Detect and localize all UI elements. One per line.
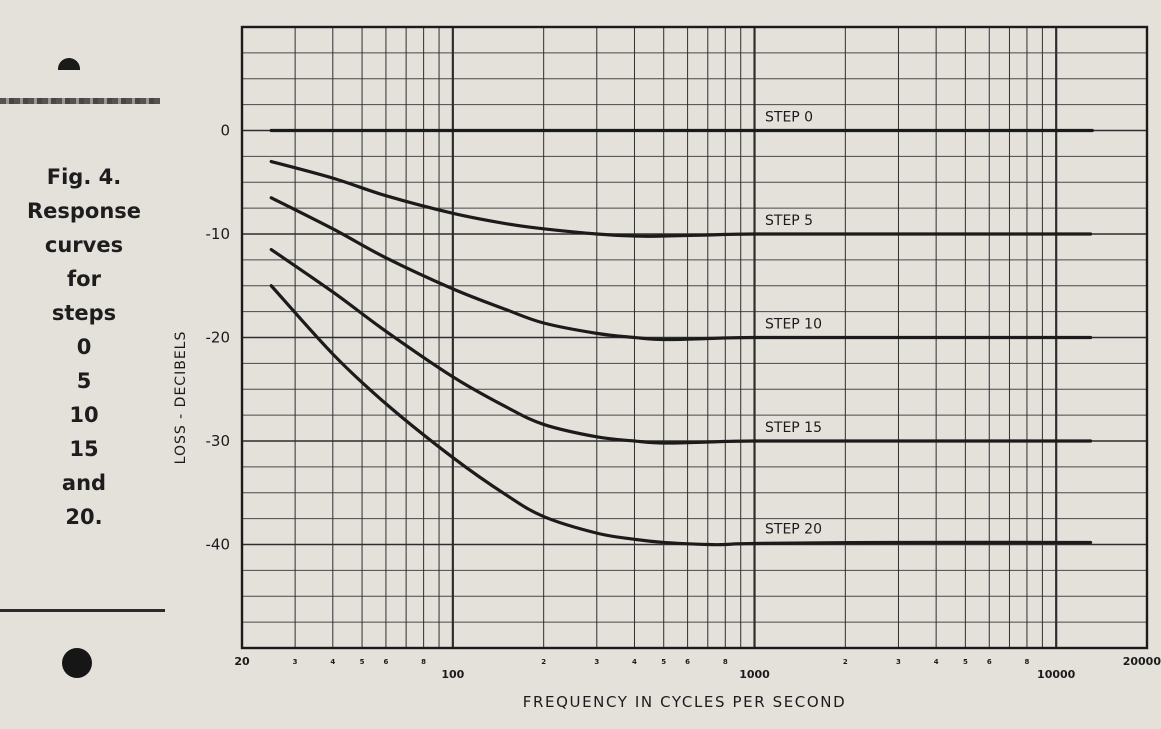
x-tick-label: 3 <box>594 658 599 666</box>
x-tick-label: 3 <box>896 658 901 666</box>
caption-line: curves <box>44 233 124 257</box>
y-tick-label: 0 <box>220 122 230 140</box>
series-line-step-20 <box>269 284 1093 547</box>
caption-line: for <box>67 267 101 291</box>
decorative-rule-bottom <box>0 609 165 612</box>
x-tick-label: 4 <box>632 658 637 666</box>
x-tick-label: 5 <box>963 658 968 666</box>
figure-caption-panel: Fig. 4. Response curves for steps 0 5 10… <box>0 0 170 729</box>
x-tick-label: 8 <box>1025 658 1030 666</box>
series-label: STEP 5 <box>765 213 813 229</box>
y-tick-label: -20 <box>206 329 231 347</box>
x-tick-label: 4 <box>330 658 335 666</box>
caption-line: Fig. 4. <box>46 165 122 189</box>
x-tick-label: 1000 <box>739 668 770 681</box>
caption-line: 5 <box>76 369 92 393</box>
ornament-top <box>58 58 80 70</box>
series-line-step-15 <box>269 247 1093 445</box>
x-tick-label: 2 <box>843 658 848 666</box>
caption-line: and <box>61 471 107 495</box>
x-tick-label: 4 <box>934 658 939 666</box>
x-tick-label: 2 <box>541 658 546 666</box>
caption-line: steps <box>51 301 117 325</box>
series-label: STEP 20 <box>765 521 822 537</box>
x-tick-label: 8 <box>723 658 728 666</box>
series-line-step-5 <box>269 159 1093 238</box>
x-tick-label: 20000 <box>1123 655 1161 668</box>
y-tick-label: -30 <box>206 432 231 450</box>
series-labels: STEP 0 STEP 5 STEP 10 STEP 15 STEP 20 <box>765 110 822 538</box>
x-tick-label: 6 <box>383 658 388 666</box>
plot-frame <box>240 25 1149 650</box>
series-label: STEP 15 <box>765 420 822 436</box>
x-tick-label: 5 <box>360 658 365 666</box>
caption-line: 15 <box>69 437 99 461</box>
series-curves <box>269 128 1094 547</box>
x-tick-label: 20 <box>234 655 250 668</box>
x-tick-labels: 20 3 4 5 6 8 100 2 3 4 5 6 8 1000 2 3 4 5 6 8 10000 20000 <box>234 655 1161 681</box>
x-tick-label: 100 <box>441 668 464 681</box>
x-tick-label: 6 <box>987 658 992 666</box>
x-axis-label: FREQUENCY IN CYCLES PER SECOND <box>523 693 846 711</box>
x-tick-label: 6 <box>685 658 690 666</box>
x-tick-label: 10000 <box>1037 668 1076 681</box>
caption-line: 10 <box>69 403 99 427</box>
series-label: STEP 0 <box>765 110 813 126</box>
y-tick-labels: 0 -10 -20 -30 -40 <box>206 122 231 554</box>
series-label: STEP 10 <box>765 317 822 333</box>
caption-line: 0 <box>76 335 92 359</box>
series-line-step-10 <box>269 196 1093 342</box>
y-tick-label: -40 <box>206 536 231 554</box>
bullet-dot <box>62 648 92 678</box>
x-tick-label: 5 <box>661 658 666 666</box>
x-tick-label: 3 <box>293 658 298 666</box>
y-axis-label: LOSS - DECIBELS <box>173 331 189 465</box>
caption-line: 20. <box>65 505 103 529</box>
y-tick-label: -10 <box>206 225 231 243</box>
decorative-rule-top <box>0 98 160 104</box>
caption-line: Response <box>26 199 142 223</box>
x-tick-label: 8 <box>421 658 426 666</box>
figure-caption: Fig. 4. Response curves for steps 0 5 10… <box>0 160 168 534</box>
